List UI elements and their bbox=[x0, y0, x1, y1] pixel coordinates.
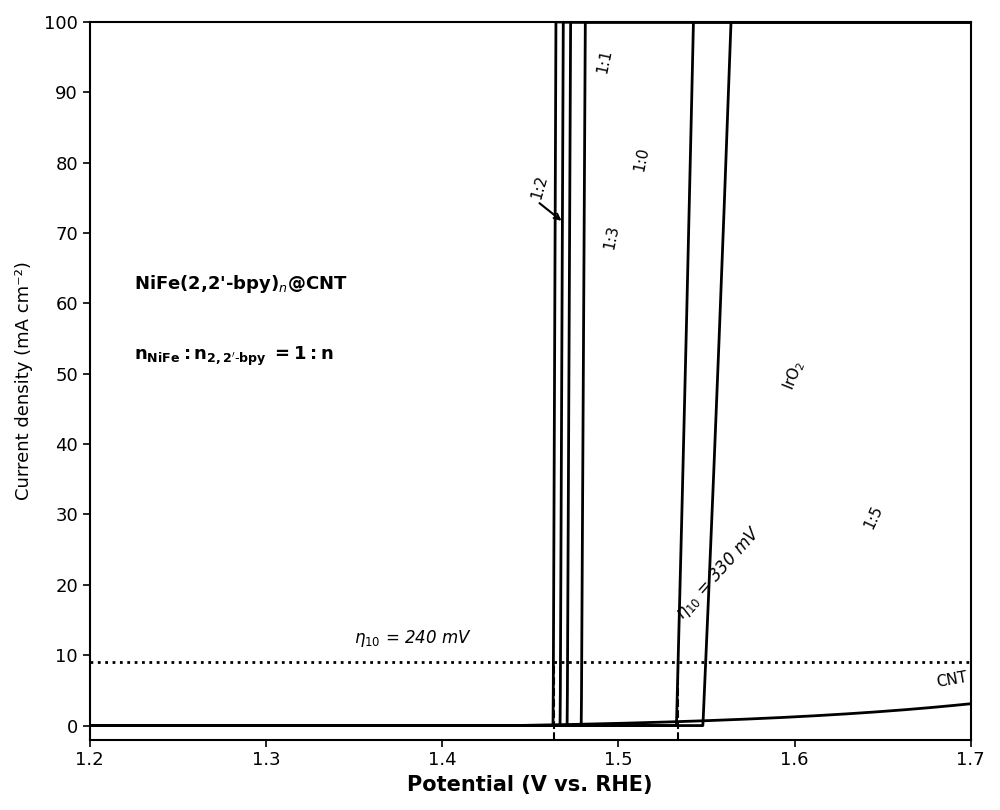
Text: 1:0: 1:0 bbox=[631, 146, 651, 173]
Text: 1:3: 1:3 bbox=[601, 223, 621, 250]
Y-axis label: Current density (mA cm⁻²): Current density (mA cm⁻²) bbox=[15, 262, 33, 501]
Text: NiFe(2,2'-bpy)$_n$@CNT: NiFe(2,2'-bpy)$_n$@CNT bbox=[134, 273, 348, 296]
Text: 1:2: 1:2 bbox=[528, 173, 550, 201]
Text: CNT: CNT bbox=[935, 670, 969, 690]
Text: IrO$_2$: IrO$_2$ bbox=[780, 357, 809, 393]
Text: $\mathbf{n_{NiFe}:n_{2,2'\text{-}bpy}}$ $\mathbf{= 1: n}$: $\mathbf{n_{NiFe}:n_{2,2'\text{-}bpy}}$ … bbox=[134, 344, 333, 368]
X-axis label: Potential (V vs. RHE): Potential (V vs. RHE) bbox=[407, 775, 653, 795]
Text: $\eta_{10}$ = 330 mV: $\eta_{10}$ = 330 mV bbox=[671, 522, 766, 624]
Text: $\eta_{10}$ = 240 mV: $\eta_{10}$ = 240 mV bbox=[354, 628, 472, 649]
Text: 1:5: 1:5 bbox=[862, 503, 886, 531]
Text: 1:1: 1:1 bbox=[594, 47, 614, 75]
